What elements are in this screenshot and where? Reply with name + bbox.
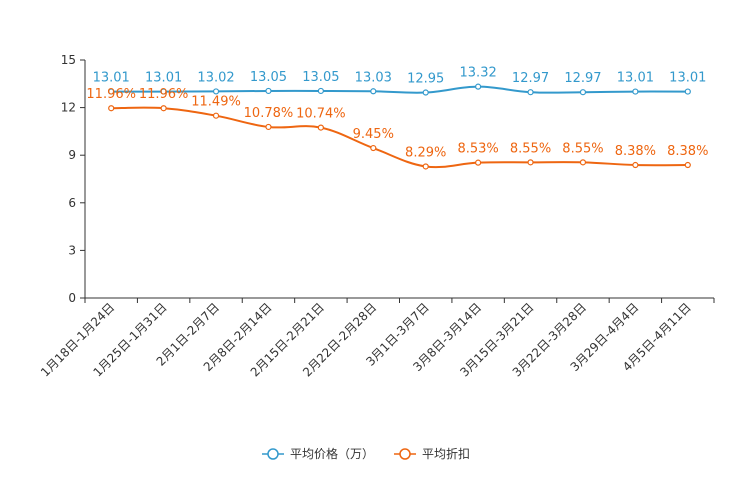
series-0-point[interactable] (108, 88, 115, 95)
y-tick-label: 9 (68, 148, 76, 162)
legend-item-0[interactable]: 平均价格（万） (262, 446, 374, 461)
series-1-point[interactable] (579, 159, 587, 166)
series-0-data-label: 13.01 (145, 71, 182, 86)
series-0-data-label: 13.03 (355, 70, 392, 85)
series-0-point[interactable] (160, 88, 167, 95)
series-1-point[interactable] (160, 105, 167, 112)
series-1-point[interactable] (212, 112, 220, 119)
series-1-data-label: 8.29% (405, 145, 446, 160)
series-0-data-label: 13.01 (669, 71, 706, 86)
series-line-1 (111, 106, 688, 169)
legend-label: 平均折扣 (422, 446, 470, 461)
y-tick-label: 0 (68, 291, 76, 305)
series-layer (108, 83, 691, 170)
series-0-point[interactable] (370, 88, 377, 95)
series-1-point[interactable] (370, 144, 377, 152)
series-0-point[interactable] (265, 87, 272, 95)
series-0-data-label: 13.02 (197, 70, 234, 85)
series-0-point[interactable] (579, 89, 587, 96)
series-1-data-label: 8.53% (457, 142, 498, 157)
series-1-data-label: 9.45% (353, 127, 394, 142)
series-1-point[interactable] (108, 105, 115, 112)
series-0-data-label: 12.97 (512, 71, 549, 86)
y-tick-label: 15 (61, 53, 76, 67)
series-1-point[interactable] (527, 159, 534, 166)
series-0-point[interactable] (317, 87, 324, 95)
series-1-data-label: 10.78% (244, 106, 294, 121)
series-1-data-label: 10.74% (296, 107, 346, 122)
y-tick-label: 3 (68, 243, 76, 257)
data-labels: 13.01 13.01 13.02 13.05 13.05 13.03 12.95 13.32… (86, 66, 708, 161)
series-0-data-label: 12.95 (407, 72, 444, 87)
series-1-point[interactable] (422, 163, 429, 170)
series-1-data-label: 11.49% (191, 95, 241, 110)
legend-marker-icon (267, 448, 279, 460)
series-0-data-label: 13.32 (460, 66, 497, 81)
series-0-point[interactable] (475, 83, 482, 90)
series-0-data-label: 13.01 (93, 71, 130, 86)
legend-label: 平均价格（万） (290, 446, 374, 461)
series-1-point[interactable] (265, 123, 272, 131)
series-1-point[interactable] (684, 161, 691, 169)
series-0-point[interactable] (422, 89, 429, 96)
series-1-point[interactable] (632, 161, 639, 169)
series-0-data-label: 13.05 (250, 70, 287, 85)
series-0-point[interactable] (527, 89, 534, 96)
legend-item-1[interactable]: 平均折扣 (394, 446, 470, 461)
series-line-0 (111, 85, 688, 94)
series-1-data-label: 11.96% (86, 87, 136, 102)
series-0-point[interactable] (632, 88, 639, 95)
series-1-point[interactable] (317, 124, 324, 131)
series-1-point[interactable] (475, 159, 482, 166)
series-0-data-label: 13.01 (617, 71, 654, 86)
series-1-data-label: 8.38% (667, 144, 708, 159)
series-1-data-label: 8.55% (510, 141, 551, 156)
y-tick-label: 6 (68, 196, 76, 210)
series-0-point[interactable] (212, 88, 220, 95)
legend[interactable]: 平均价格（万） 平均折扣 (262, 446, 470, 461)
series-0-data-label: 13.05 (302, 70, 339, 85)
y-tick-label: 12 (61, 101, 76, 115)
series-0-point[interactable] (684, 88, 691, 95)
series-1-data-label: 8.55% (562, 141, 603, 156)
series-0-data-label: 12.97 (564, 71, 601, 86)
legend-marker-icon (399, 448, 411, 460)
series-1-data-label: 11.96% (139, 87, 189, 102)
series-1-data-label: 8.38% (615, 144, 656, 159)
